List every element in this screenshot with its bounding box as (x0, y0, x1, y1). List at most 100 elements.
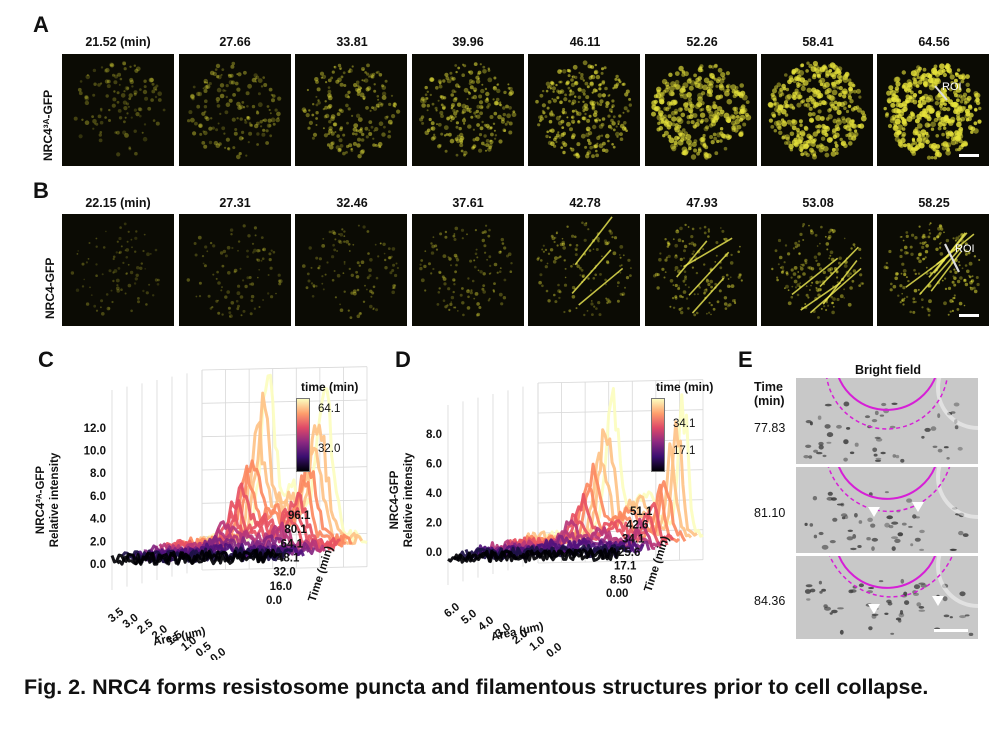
colorbar-d (651, 398, 665, 472)
microscopy-tile (412, 54, 524, 166)
y-tick: 2.0 (90, 536, 106, 548)
microscopy-tile: ROI (877, 54, 989, 166)
microscopy-tile (761, 54, 873, 166)
z-tick: 17.1 (614, 561, 637, 573)
z-tick: 8.50 (610, 574, 632, 586)
scale-bar (934, 629, 968, 632)
bright-field-image (796, 467, 978, 553)
scale-bar (959, 154, 979, 157)
colorbar-d-tick: 17.1 (673, 445, 696, 457)
y-tick: 2.0 (426, 518, 442, 530)
chart-c: 0.02.04.06.08.010.012.03.53.02.52.01.51.… (35, 366, 368, 660)
colorbar-c (296, 398, 310, 472)
panel-letter-a: A (33, 12, 49, 37)
scale-bar (959, 314, 979, 317)
y-tick: 0.0 (426, 547, 442, 559)
z-tick: 34.1 (622, 533, 645, 545)
microscopy-tile (412, 214, 524, 326)
z-tick: 48.1 (277, 553, 300, 565)
cell-outline-dashed (827, 467, 951, 513)
z-tick: 0.00 (606, 588, 628, 600)
time-label: 37.61 (452, 196, 484, 210)
microscopy-tile (761, 214, 873, 326)
bright-field-title: Bright field (855, 363, 921, 377)
time-header: Time (min) (754, 380, 785, 408)
microscopy-tile (62, 214, 174, 326)
time-label: 58.25 (918, 196, 950, 210)
y-tick: 6.0 (90, 491, 106, 503)
series-line (447, 548, 615, 564)
panel-letter-d: D (395, 347, 411, 372)
colorbar-d-tick: 34.1 (673, 418, 696, 430)
colorbar-d-label: time (min) (656, 380, 714, 394)
roi-label: ROI (942, 81, 962, 93)
arrowhead-marker (932, 596, 944, 606)
time-label: 22.15 (min) (85, 196, 151, 210)
y-tick: 4.0 (426, 488, 442, 500)
z-tick: 51.1 (630, 506, 653, 518)
bf-time: 77.83 (754, 421, 786, 435)
arrowhead-marker (868, 507, 880, 517)
y-tick: 10.0 (84, 446, 106, 458)
time-label: 39.96 (452, 35, 484, 49)
cell-outline (838, 556, 936, 589)
time-label: 53.08 (802, 196, 834, 210)
time-label: 27.31 (219, 196, 251, 210)
time-label: 27.66 (219, 35, 251, 49)
microscopy-tile (295, 214, 407, 326)
z-tick: 16.0 (270, 581, 292, 593)
z-tick: 0.0 (266, 595, 282, 607)
microscopy-tile (645, 54, 757, 166)
microscopy-tile (62, 54, 174, 166)
y-axis-label: NRC4-GFP (389, 470, 401, 529)
microscopy-tile (528, 54, 640, 166)
figure-caption: Fig. 2. NRC4 forms resistosome puncta an… (24, 675, 929, 699)
time-label: 46.11 (569, 35, 601, 49)
z-tick: 32.0 (273, 567, 295, 579)
colorbar-c-label: time (min) (301, 380, 359, 394)
cell-outline (838, 467, 936, 500)
bright-field-image (796, 378, 978, 464)
y-tick: 4.0 (90, 514, 106, 526)
y-tick: 12.0 (84, 423, 106, 435)
cell-outline-dashed (826, 378, 948, 430)
time-label: 58.41 (802, 35, 834, 49)
z-tick: 42.6 (626, 520, 648, 532)
time-label: 47.93 (686, 196, 718, 210)
time-header-line1: Time (754, 380, 783, 394)
row-label-b: NRC4-GFP (43, 257, 57, 319)
microscopy-tile (528, 214, 640, 326)
roi-label: ROI (955, 243, 975, 255)
x-tick: 0.0 (544, 641, 564, 660)
row-label-a: NRC4³ᴬ-GFP (41, 89, 55, 161)
arrowhead-marker (868, 604, 880, 614)
microscopy-tile: ROI (877, 214, 989, 326)
z-tick: 80.1 (284, 524, 307, 536)
bf-time: 81.10 (754, 506, 786, 520)
time-header-line2: (min) (754, 394, 785, 408)
series-line (110, 550, 279, 566)
microscopy-tile (295, 54, 407, 166)
time-label: 32.46 (336, 196, 368, 210)
time-label: 64.56 (918, 35, 950, 49)
microscopy-tile (645, 214, 757, 326)
z-tick: 64.1 (281, 538, 304, 550)
series-line (470, 540, 638, 559)
microscopy-tile (179, 54, 291, 166)
y-tick: 0.0 (90, 559, 106, 571)
z-tick: 96.1 (288, 510, 311, 522)
panel-letter-c: C (38, 347, 54, 372)
y-axis-label: NRC4³ᴬ-GFP (35, 466, 47, 535)
arrowhead-marker (912, 502, 924, 512)
panel-letter-b: B (33, 178, 49, 203)
y-tick: 6.0 (426, 459, 442, 471)
chart-d: 0.02.04.06.08.06.05.04.03.02.01.00.00.00… (389, 379, 704, 660)
bright-field-image (796, 556, 978, 639)
cell-outline (838, 378, 936, 411)
y-tick: 8.0 (426, 429, 442, 441)
time-label: 52.26 (686, 35, 718, 49)
z-tick: 25.6 (618, 547, 640, 559)
colorbar-c-tick: 64.1 (318, 403, 341, 415)
y-axis-label: Relative intensity (49, 452, 61, 547)
y-tick: 8.0 (90, 468, 106, 480)
